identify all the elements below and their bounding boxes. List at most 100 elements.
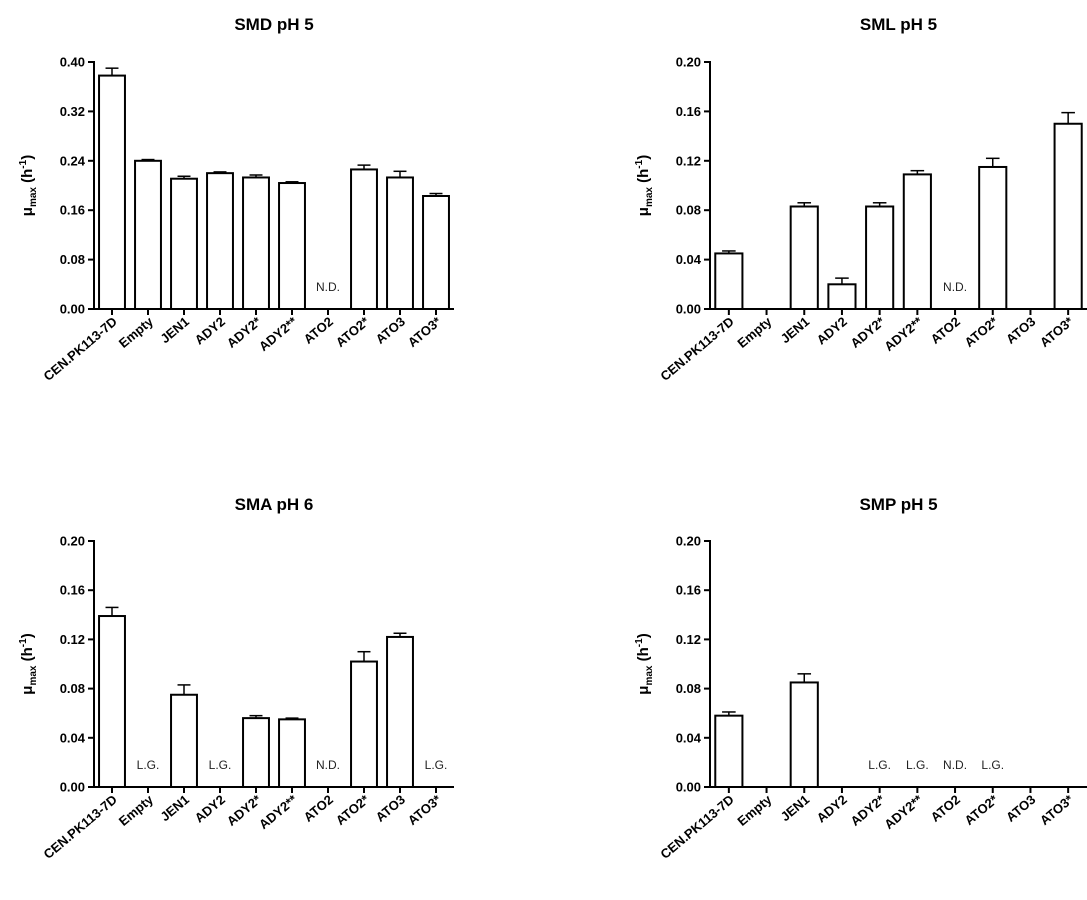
y-tick-label: 0.16 bbox=[676, 583, 701, 598]
bar-ady2- bbox=[242, 176, 270, 310]
x-tick-label: ATO2* bbox=[333, 791, 373, 828]
x-tick-label: ATO3* bbox=[1037, 791, 1077, 828]
x-tick-label: JEN1 bbox=[778, 792, 813, 824]
x-tick-label: Empty bbox=[116, 791, 157, 829]
y-tick-label: 0.08 bbox=[676, 681, 701, 696]
bar-ady2- bbox=[278, 182, 306, 310]
bar-annotation: L.G. bbox=[425, 758, 448, 772]
y-axis-label: μmax (h-1) bbox=[18, 155, 39, 216]
x-tick-label: ATO2 bbox=[301, 314, 336, 347]
bar-jen1 bbox=[170, 693, 198, 788]
y-axis-label-superscript: -1 bbox=[634, 159, 645, 168]
y-tick-label: 0.00 bbox=[676, 780, 701, 795]
y-tick-label: 0.16 bbox=[676, 104, 701, 119]
bar-annotation: N.D. bbox=[943, 280, 967, 294]
x-tick-label: ADY2** bbox=[256, 313, 301, 354]
y-axis-label-symbol: μ bbox=[19, 207, 36, 216]
x-tick-label: ATO3* bbox=[405, 313, 445, 350]
y-tick-label: 0.16 bbox=[60, 583, 85, 598]
bar-cen-pk113-7d bbox=[714, 714, 744, 788]
x-tick-label: ATO2 bbox=[301, 792, 336, 825]
bar-annotation: N.D. bbox=[316, 758, 340, 772]
y-tick-label: 0.08 bbox=[676, 203, 701, 218]
x-tick-label: JEN1 bbox=[157, 792, 192, 824]
y-tick-label: 0.12 bbox=[676, 153, 701, 168]
y-tick-label: 0.20 bbox=[60, 534, 85, 549]
bar-jen1 bbox=[789, 681, 819, 789]
chart-title: SMP pH 5 bbox=[859, 495, 937, 514]
chart-panel-3: SMA pH 6 0.00 0.04 0.08 0.12 0.16 0.20 μmax (h-… bbox=[18, 495, 454, 862]
bar-ady2 bbox=[206, 172, 234, 310]
y-axis-label-unit: (h bbox=[635, 169, 652, 187]
x-tick-label: CEN.PK113-7D bbox=[41, 792, 120, 862]
y-axis-label-superscript: -1 bbox=[18, 638, 29, 647]
bar-annotation: L.G. bbox=[868, 758, 891, 772]
x-tick-label: ATO3 bbox=[1003, 314, 1038, 347]
bar-cen-pk113-7d bbox=[714, 252, 744, 311]
bar-annotation: N.D. bbox=[316, 280, 340, 294]
x-tick-label: ADY2 bbox=[814, 792, 850, 826]
x-tick-label: ATO3* bbox=[405, 791, 445, 828]
x-tick-label: ADY2 bbox=[192, 792, 228, 826]
y-axis-label: μmax (h-1) bbox=[634, 633, 655, 694]
x-tick-label: JEN1 bbox=[778, 314, 813, 346]
x-tick-label: ADY2 bbox=[814, 314, 850, 348]
x-tick-label: ATO3* bbox=[1037, 313, 1077, 350]
y-axis-label-subscript: max bbox=[28, 665, 39, 685]
y-axis-label-close: ) bbox=[19, 633, 36, 638]
y-tick-label: 0.00 bbox=[676, 302, 701, 317]
x-tick-label: ATO3 bbox=[373, 792, 408, 825]
y-axis-label: μmax (h-1) bbox=[634, 155, 655, 216]
x-tick-label: ADY2 bbox=[192, 314, 228, 348]
x-tick-label: Empty bbox=[116, 313, 157, 351]
x-tick-label: JEN1 bbox=[157, 314, 192, 346]
bar-jen1 bbox=[170, 177, 198, 310]
bar-annotation: L.G. bbox=[906, 758, 929, 772]
y-tick-label: 0.20 bbox=[676, 55, 701, 70]
bar-ady2- bbox=[902, 173, 932, 310]
x-tick-label: ATO2* bbox=[333, 313, 373, 350]
y-tick-label: 0.04 bbox=[60, 730, 86, 745]
y-axis-label-close: ) bbox=[635, 155, 652, 160]
y-tick-label: 0.00 bbox=[60, 302, 85, 317]
y-tick-label: 0.12 bbox=[676, 632, 701, 647]
x-tick-label: ATO3 bbox=[1003, 792, 1038, 825]
bar-ato3- bbox=[422, 194, 450, 310]
chart-panel-1: SMD pH 5 0.00 0.08 0.16 0.24 0.32 0.40 μmax (h-… bbox=[18, 15, 454, 384]
y-axis-label-close: ) bbox=[635, 633, 652, 638]
x-tick-label: ATO2* bbox=[962, 791, 1002, 828]
x-tick-label: Empty bbox=[734, 313, 775, 351]
y-axis-label-subscript: max bbox=[644, 187, 655, 207]
x-tick-label: ATO3 bbox=[373, 314, 408, 347]
y-tick-label: 0.24 bbox=[60, 153, 86, 168]
bar-annotation: L.G. bbox=[209, 758, 232, 772]
y-tick-label: 0.16 bbox=[60, 203, 85, 218]
x-tick-label: ATO2* bbox=[962, 313, 1002, 350]
bar-cen-pk113-7d bbox=[98, 615, 126, 789]
chart-panel-4: SMP pH 5 0.00 0.04 0.08 0.12 0.16 0.20 μmax (h-… bbox=[634, 495, 1087, 862]
y-axis-label-superscript: -1 bbox=[18, 159, 29, 168]
y-axis-label-close: ) bbox=[19, 155, 36, 160]
x-tick-label: Empty bbox=[734, 791, 775, 829]
bar-ato2- bbox=[350, 168, 378, 310]
y-tick-label: 0.40 bbox=[60, 55, 85, 70]
y-tick-label: 0.00 bbox=[60, 780, 85, 795]
y-axis-label-symbol: μ bbox=[635, 686, 652, 695]
bar-ato3 bbox=[386, 176, 414, 310]
x-tick-label: ADY2** bbox=[256, 791, 301, 832]
y-tick-label: 0.04 bbox=[676, 730, 702, 745]
bar-annotation: L.G. bbox=[137, 758, 160, 772]
bar-empty bbox=[134, 159, 162, 310]
x-tick-label: ATO2 bbox=[928, 792, 963, 825]
y-tick-label: 0.12 bbox=[60, 632, 85, 647]
y-axis-label-unit: (h bbox=[635, 647, 652, 665]
chart-title: SMA pH 6 bbox=[235, 495, 314, 514]
bar-annotation: L.G. bbox=[981, 758, 1004, 772]
x-tick-label: ADY2** bbox=[881, 313, 926, 354]
y-axis-label-superscript: -1 bbox=[634, 638, 645, 647]
y-tick-label: 0.20 bbox=[676, 534, 701, 549]
x-tick-label: ADY2** bbox=[881, 791, 926, 832]
y-axis-label-subscript: max bbox=[644, 665, 655, 685]
y-tick-label: 0.04 bbox=[676, 252, 702, 267]
